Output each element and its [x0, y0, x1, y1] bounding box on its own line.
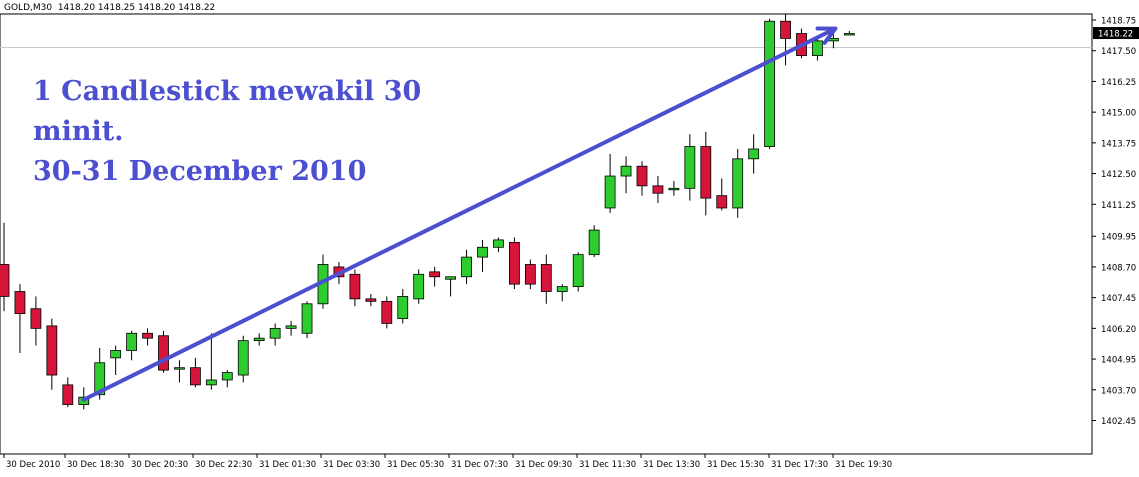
candle-body — [540, 264, 552, 292]
y-tick-label: 1412.50 — [1101, 170, 1136, 180]
y-tick-label: 1409.95 — [1101, 233, 1136, 243]
x-tick-label: 31 Dec 07:30 — [451, 460, 508, 470]
y-tick-label: 1418.75 — [1101, 17, 1136, 27]
annotation-line-2: minit. — [33, 116, 124, 147]
candle-body — [732, 158, 744, 209]
annotation-line-1: 1 Candlestick mewakil 30 — [33, 76, 422, 107]
candle-body — [493, 239, 504, 248]
x-tick-label: 30 Dec 2010 — [6, 460, 60, 470]
candle-body — [445, 276, 457, 280]
candle-body — [365, 298, 377, 302]
candle-body — [588, 229, 600, 256]
x-tick-label: 31 Dec 13:30 — [643, 460, 700, 470]
x-tick-label: 31 Dec 19:30 — [835, 460, 892, 470]
candle-body — [301, 303, 313, 334]
candle-body — [221, 372, 233, 381]
annotation-text: 1 Candlestick mewakil 30 minit. 30-31 De… — [33, 72, 421, 192]
candle-body — [780, 20, 791, 39]
current-price-label: 1418.22 — [1098, 30, 1133, 40]
y-tick-label: 1413.75 — [1101, 139, 1136, 149]
x-tick-label: 31 Dec 05:30 — [387, 460, 444, 470]
candle-body — [126, 332, 137, 351]
candle-body — [205, 379, 217, 386]
y-tick-label: 1411.25 — [1101, 201, 1136, 211]
chart-header: GOLD,M30 1418.20 1418.25 1418.20 1418.22 — [4, 3, 215, 13]
candle-body — [652, 185, 664, 194]
x-tick-label: 30 Dec 18:30 — [67, 460, 124, 470]
candle-body — [477, 246, 488, 258]
grid-layer — [0, 13, 1093, 455]
x-tick-label: 31 Dec 01:30 — [259, 460, 316, 470]
candle-body — [748, 148, 760, 160]
x-tick-label: 31 Dec 03:30 — [323, 460, 380, 470]
candle-body — [429, 271, 441, 278]
candle-body — [237, 340, 249, 376]
candle-body — [700, 146, 712, 199]
candle-body — [30, 308, 42, 329]
candle-body — [812, 40, 823, 57]
trend-arrow-line — [81, 26, 838, 402]
y-tick-label: 1402.45 — [1101, 417, 1136, 427]
axis-layer: 1418.75 1417.50 1416.25 1415.00 1413.75 1412.… — [3, 17, 1139, 470]
candle-body — [94, 362, 106, 396]
candle-body — [716, 195, 728, 209]
annotation-line-3: 30-31 December 2010 — [33, 156, 367, 187]
y-tick-label: 1417.50 — [1101, 47, 1136, 57]
symbol-label: GOLD,M30 — [4, 3, 53, 13]
candle-body — [556, 286, 568, 292]
x-tick-label: 31 Dec 17:30 — [771, 460, 828, 470]
x-tick-label: 30 Dec 20:30 — [131, 460, 188, 470]
candle-body — [269, 327, 281, 339]
candle-layer — [0, 13, 855, 410]
x-tick-label: 31 Dec 09:30 — [515, 460, 572, 470]
candle-body — [764, 20, 775, 147]
candle-body — [524, 264, 536, 285]
candle-body — [668, 187, 680, 191]
candle-body — [381, 300, 393, 324]
candle-body — [349, 273, 361, 300]
candle-body — [843, 33, 855, 36]
candle-body — [0, 264, 10, 297]
candle-body — [508, 241, 520, 285]
candle-body — [604, 175, 616, 209]
candle-body — [397, 296, 409, 319]
candle-body — [174, 367, 185, 370]
x-tick-label: 31 Dec 11:30 — [579, 460, 636, 470]
x-tick-label: 30 Dec 22:30 — [195, 460, 252, 470]
y-tick-label: 1408.70 — [1101, 263, 1136, 273]
candle-body — [158, 335, 169, 371]
candle-body — [62, 384, 74, 405]
candle-body — [189, 367, 201, 386]
candle-body — [142, 332, 153, 339]
candle-body — [572, 254, 584, 287]
y-tick-label: 1403.70 — [1101, 386, 1136, 396]
candle-body — [110, 350, 122, 359]
candle-body — [14, 291, 26, 315]
trend-arrow-layer — [81, 26, 838, 402]
candle-body — [413, 273, 425, 300]
candle-body — [285, 325, 297, 329]
trend-arrow-head — [815, 26, 838, 45]
y-tick-label: 1404.95 — [1101, 356, 1136, 366]
candle-body — [684, 146, 696, 189]
y-tick-label: 1416.25 — [1101, 78, 1136, 88]
y-tick-label: 1406.20 — [1101, 325, 1136, 335]
y-tick-label: 1415.00 — [1101, 109, 1136, 119]
x-tick-label: 31 Dec 15:30 — [707, 460, 764, 470]
candle-body — [461, 256, 472, 278]
candle-body — [253, 337, 265, 342]
candle-body — [46, 325, 58, 376]
y-tick-label: 1407.45 — [1101, 294, 1136, 304]
current-price-box — [1093, 27, 1139, 40]
ohlc-values: 1418.20 1418.25 1418.20 1418.22 — [57, 3, 216, 13]
candle-body — [620, 165, 632, 177]
candle-body — [636, 165, 648, 187]
plot-frame — [0, 13, 1093, 455]
